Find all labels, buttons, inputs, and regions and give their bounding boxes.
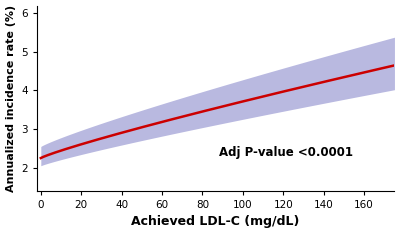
Text: Adj P-value <0.0001: Adj P-value <0.0001	[219, 146, 353, 159]
X-axis label: Achieved LDL-C (mg/dL): Achieved LDL-C (mg/dL)	[132, 216, 300, 228]
Y-axis label: Annualized incidence rate (%): Annualized incidence rate (%)	[6, 5, 16, 192]
